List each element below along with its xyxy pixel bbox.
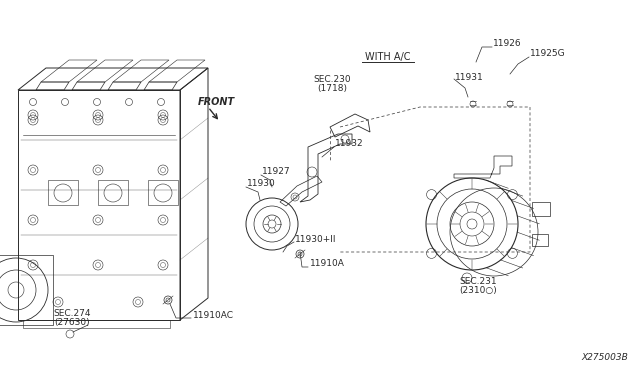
Text: X275003B: X275003B — [581, 353, 628, 362]
Text: 11925G: 11925G — [530, 49, 566, 58]
Text: 11927: 11927 — [262, 167, 291, 176]
Text: 11910A: 11910A — [310, 260, 345, 269]
Text: (27630): (27630) — [54, 318, 90, 327]
Text: SEC.230: SEC.230 — [313, 74, 351, 83]
Text: 11932: 11932 — [335, 140, 364, 148]
Text: SEC.231: SEC.231 — [459, 278, 497, 286]
Text: (2310○): (2310○) — [459, 286, 497, 295]
Text: 11930: 11930 — [247, 180, 276, 189]
Text: 11910AC: 11910AC — [193, 311, 234, 320]
Text: WITH A/C: WITH A/C — [365, 52, 411, 62]
Bar — [532, 202, 550, 216]
Text: 11931: 11931 — [455, 73, 484, 81]
Text: SEC.274: SEC.274 — [53, 310, 91, 318]
Text: 11930+II: 11930+II — [295, 235, 337, 244]
Text: FRONT: FRONT — [198, 97, 235, 107]
Bar — [532, 234, 548, 246]
Text: (1718): (1718) — [317, 84, 347, 93]
Text: 11926: 11926 — [493, 39, 522, 48]
